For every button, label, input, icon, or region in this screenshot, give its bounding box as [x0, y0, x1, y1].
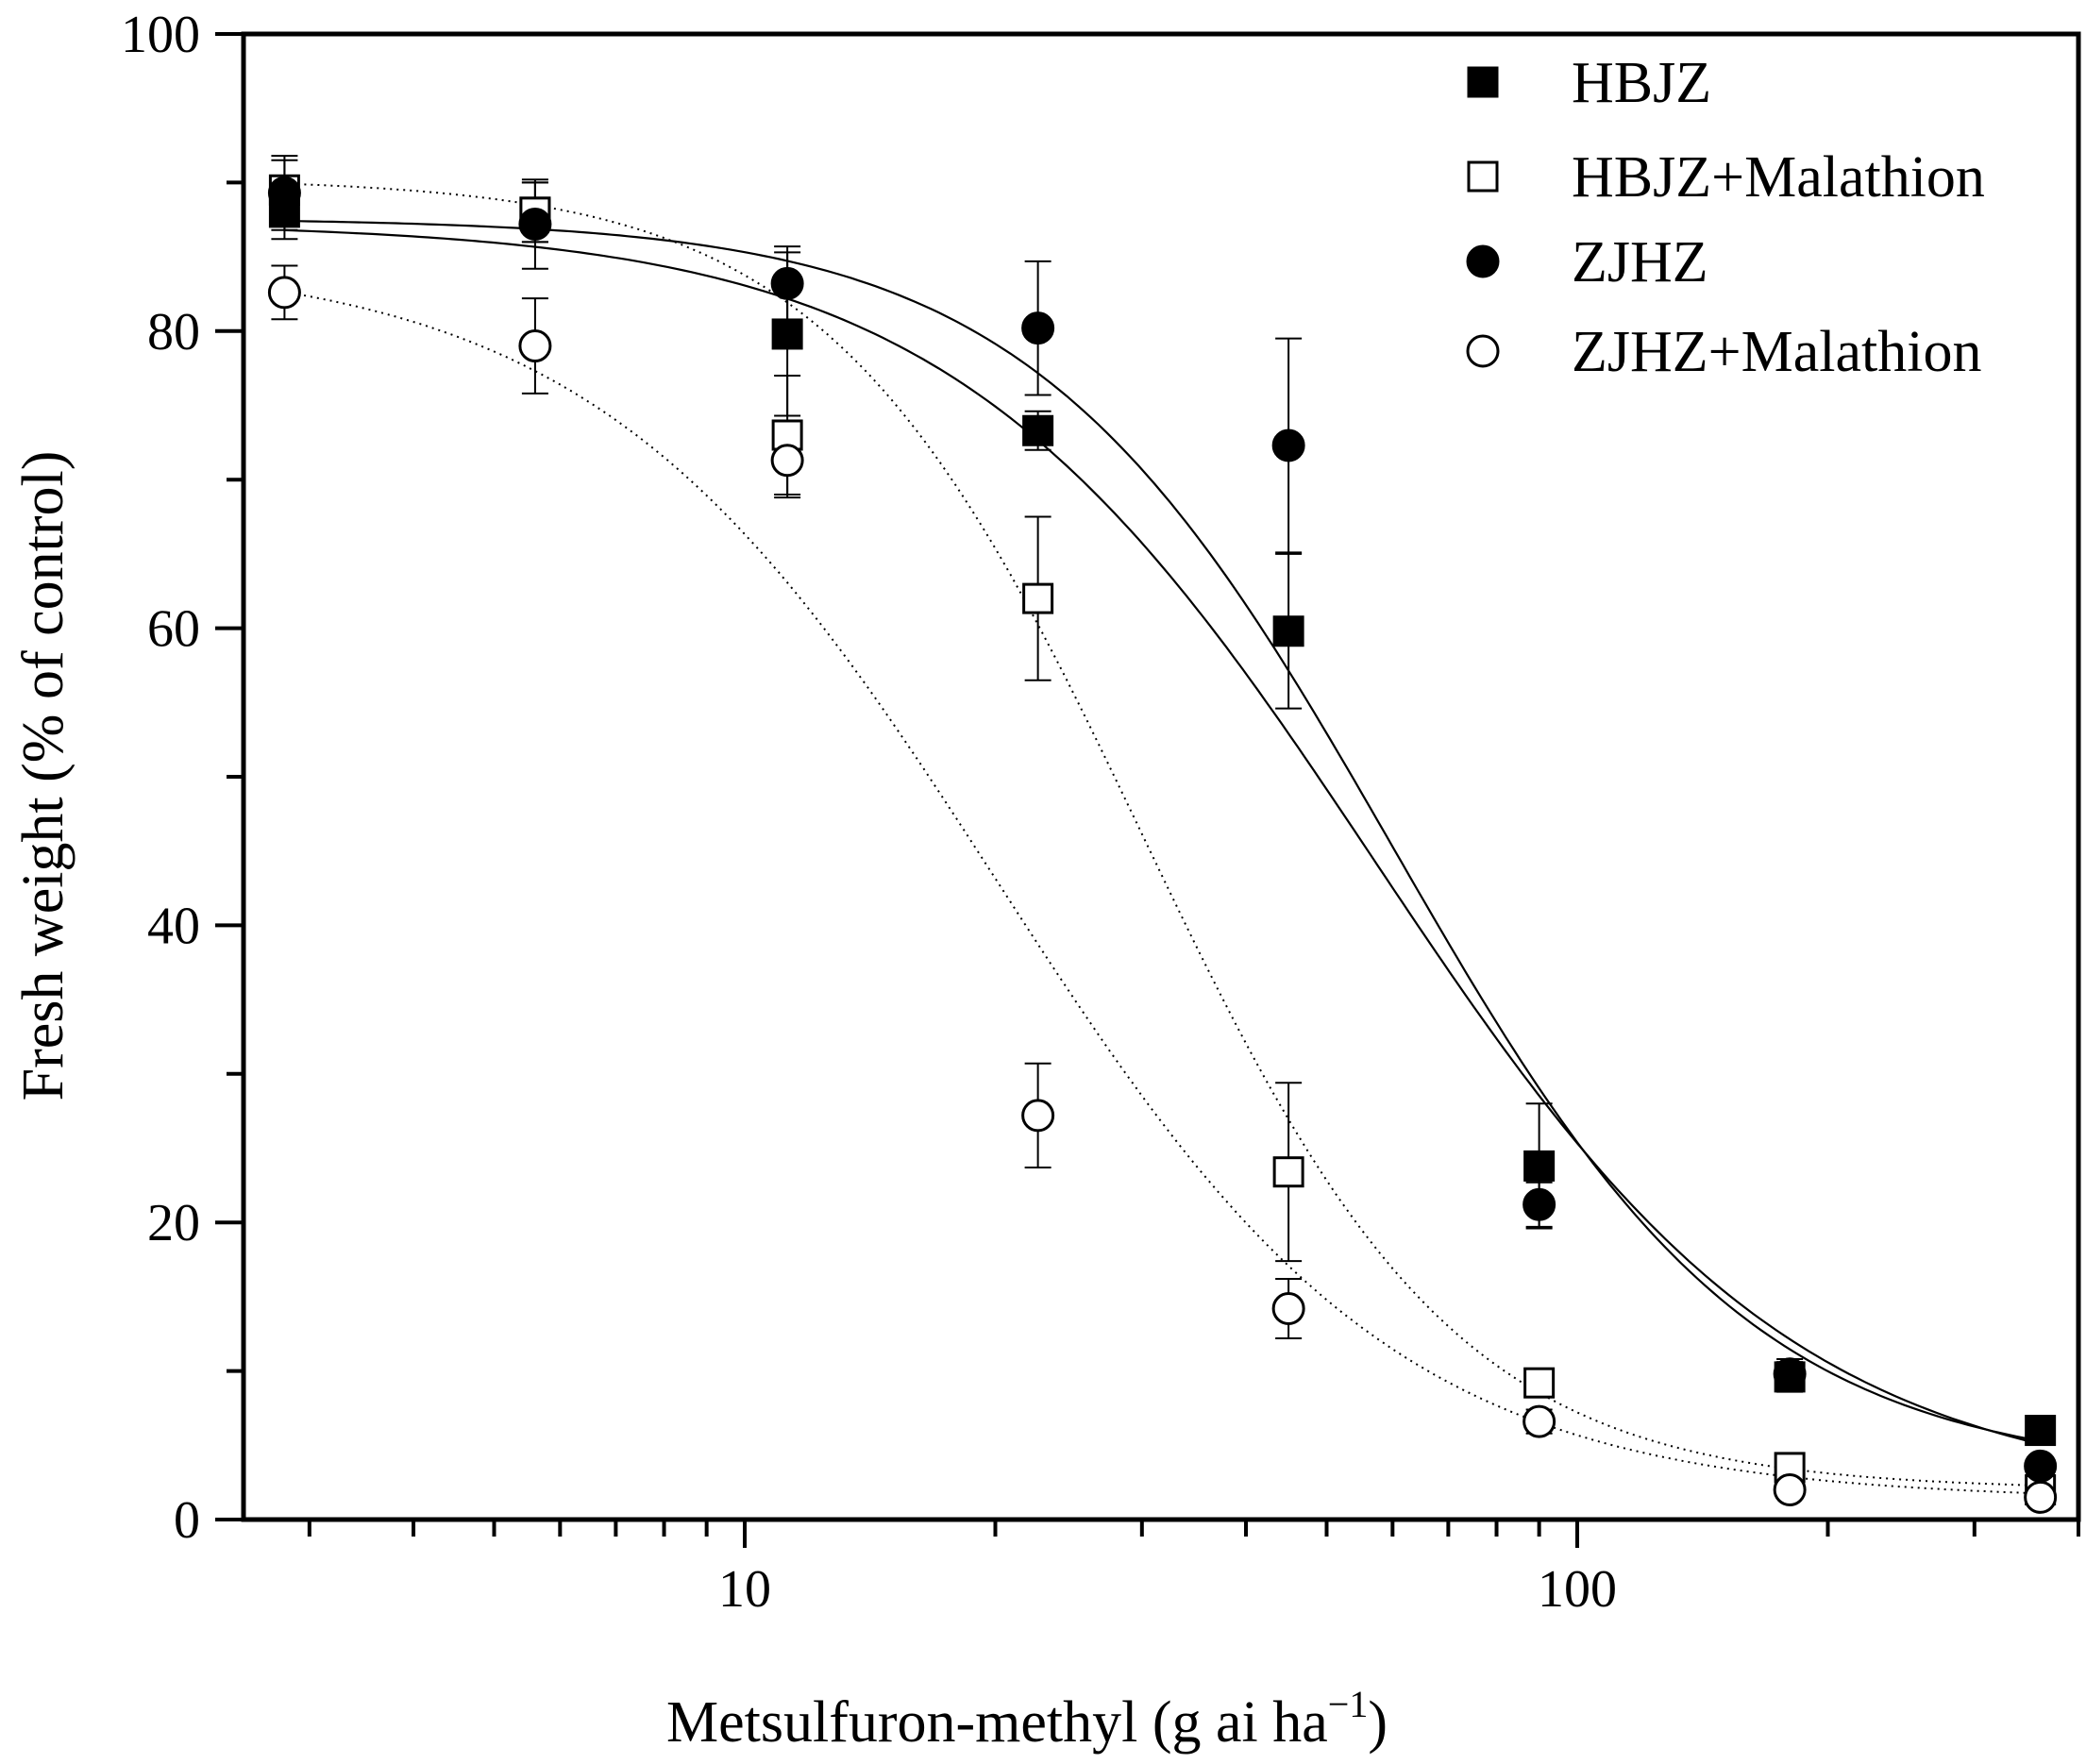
point-zjhz [1021, 311, 1055, 345]
y-tick-label: 100 [121, 6, 200, 64]
legend-marker-zjhz-malathion [1466, 334, 1500, 368]
point-zjhz [2024, 1449, 2058, 1483]
y-axis-title: Fresh weight (% of control) [11, 451, 76, 1101]
point-hbjz-malathion [1272, 1156, 1304, 1188]
legend-label-hbjz-malathion: HBJZ+Malathion [1572, 145, 1985, 210]
point-zjhz [770, 266, 804, 300]
plot-frame [241, 31, 2081, 1522]
point-zjhz-malathion [267, 276, 301, 310]
point-zjhz-malathion [1522, 1404, 1556, 1438]
point-zjhz-malathion [1271, 1291, 1305, 1325]
legend-marker-zjhz [1466, 244, 1500, 278]
point-zjhz [267, 176, 301, 210]
legend-marker-hbjz [1467, 66, 1499, 98]
point-zjhz-malathion [1021, 1099, 1055, 1133]
y-tick-label: 80 [147, 303, 200, 361]
legend-item-zjhz-malathion: ZJHZ+Malathion [1466, 320, 1981, 384]
point-hbjz [1523, 1150, 1556, 1182]
point-zjhz [1271, 428, 1305, 462]
y-tick-label: 60 [147, 600, 200, 659]
data-markers [267, 174, 2058, 1514]
legend-item-hbjz-malathion: HBJZ+Malathion [1467, 145, 1985, 210]
fit-curve-zjhz-malathion [284, 291, 2041, 1495]
fit-curve-zjhz [284, 228, 2041, 1446]
x-axis-title-main: Metsulfuron-methyl (g ai ha [666, 1690, 1328, 1755]
x-axis-title-superscript: −1 [1328, 1683, 1369, 1725]
y-tick-label: 20 [147, 1194, 200, 1252]
legend-label-zjhz: ZJHZ [1572, 230, 1708, 294]
y-tick-label: 40 [147, 897, 200, 955]
y-tick-label: 0 [174, 1491, 200, 1550]
point-zjhz-malathion [770, 444, 804, 478]
point-zjhz-malathion [1773, 1473, 1807, 1507]
point-zjhz [1773, 1357, 1807, 1391]
legend-item-hbjz: HBJZ [1467, 51, 1711, 115]
legend-marker-hbjz-malathion [1467, 160, 1499, 193]
x-tick-labels: 10 100 [718, 1560, 1617, 1619]
fit-curve-hbjz [284, 220, 2041, 1442]
legend: HBJZ HBJZ+Malathion ZJHZ ZJHZ+Malathion [1466, 51, 1985, 384]
y-tick-labels: 0 20 40 60 80 100 [121, 6, 200, 1550]
legend-item-zjhz: ZJHZ [1466, 230, 1708, 294]
fit-curves [284, 182, 2041, 1495]
point-hbjz [1022, 414, 1054, 446]
point-hbjz [2025, 1415, 2057, 1447]
legend-label-zjhz-malathion: ZJHZ+Malathion [1572, 320, 1981, 384]
point-zjhz [518, 207, 552, 241]
x-axis-title: Metsulfuron-methyl (g ai ha−1) [666, 1683, 1388, 1755]
x-axis-title-close: ) [1368, 1690, 1388, 1755]
fit-curve-hbjz-malathion [284, 182, 2041, 1487]
point-hbjz-malathion [1523, 1367, 1556, 1399]
point-zjhz-malathion [2024, 1480, 2058, 1514]
tick-layer [215, 32, 2080, 1548]
x-tick-label: 100 [1538, 1560, 1617, 1619]
legend-label-hbjz: HBJZ [1572, 51, 1711, 115]
point-hbjz [1272, 615, 1304, 647]
point-zjhz [1522, 1187, 1556, 1221]
point-zjhz-malathion [518, 329, 552, 363]
point-hbjz [771, 318, 803, 350]
point-hbjz-malathion [1022, 582, 1054, 614]
x-tick-label: 10 [718, 1560, 771, 1619]
